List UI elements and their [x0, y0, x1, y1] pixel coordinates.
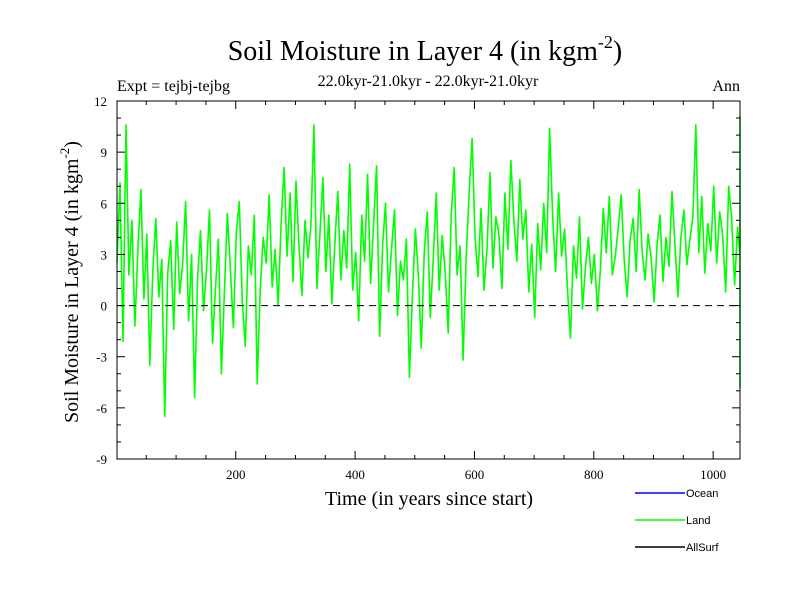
y-axis-label-close: )	[61, 141, 83, 148]
y-axis-label-sup: -2	[57, 148, 72, 159]
y-tick-label: 6	[101, 196, 108, 211]
x-tick-label: 800	[584, 467, 604, 482]
x-tick-label: 1000	[700, 467, 726, 482]
y-tick-label: 3	[101, 247, 108, 262]
y-tick-labels: -9 -6 -3 0 3 6 9 12	[94, 94, 108, 467]
y-axis-label-main: Soil Moisture in Layer 4 (in kgm	[61, 158, 83, 423]
chart-title-sup: -2	[598, 32, 613, 52]
legend-label-allsurf: AllSurf	[686, 542, 719, 554]
series-layer	[116, 115, 741, 418]
season-label: Ann	[712, 78, 740, 95]
y-tick-label: -3	[96, 350, 107, 365]
x-tick-labels: 200 400 600 800 1000	[226, 467, 726, 482]
x-axis-label: Time (in years since start)	[325, 488, 533, 510]
y-tick-label: -9	[96, 452, 107, 467]
series-line-land	[116, 115, 741, 418]
x-tick-label: 200	[226, 467, 246, 482]
legend: Ocean Land AllSurf	[635, 488, 719, 554]
chart-title-close: )	[613, 36, 622, 67]
legend-label-ocean: Ocean	[686, 488, 718, 500]
axis-ticks	[117, 100, 740, 460]
y-tick-label: 9	[101, 145, 108, 160]
x-tick-label: 400	[345, 467, 365, 482]
experiment-label: Expt = tejbj-tejbg	[117, 78, 230, 95]
chart-subtitle: 22.0kyr-21.0kyr - 22.0kyr-21.0kyr	[318, 73, 539, 90]
legend-label-land: Land	[686, 515, 710, 527]
chart-title: Soil Moisture in Layer 4 (in kgm-2)	[228, 32, 623, 67]
plot-frame	[116, 100, 741, 460]
chart-title-main: Soil Moisture in Layer 4 (in kgm	[228, 36, 598, 67]
y-axis-label: Soil Moisture in Layer 4 (in kgm-2)	[57, 141, 83, 423]
y-tick-label: 0	[101, 299, 108, 314]
y-tick-label: -6	[96, 401, 107, 416]
y-tick-label: 12	[94, 94, 107, 109]
x-tick-label: 600	[465, 467, 485, 482]
